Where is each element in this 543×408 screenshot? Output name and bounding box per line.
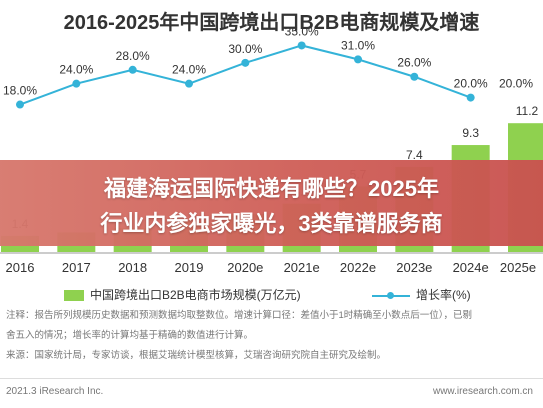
growth-value-label: 28.0% [116, 49, 150, 63]
x-tick-label: 2016 [6, 260, 35, 275]
growth-point [16, 100, 24, 109]
growth-point [410, 72, 419, 81]
growth-value-label: 24.0% [172, 63, 206, 77]
banner-headline-line2: 行业内参独家曝光，3类靠谱服务商 [100, 211, 443, 236]
growth-point [72, 79, 81, 88]
growth-point [241, 58, 250, 67]
line-swatch-icon [372, 290, 410, 301]
note-line-1: 注释：报告所列规模历史数据和预测数据均取整数位。增速计算口径：差值小于1时精确至… [6, 310, 473, 321]
x-tick-label: 2019 [175, 260, 204, 275]
growth-point [128, 65, 137, 74]
x-tick-label: 2025e [500, 260, 536, 275]
growth-value-label: 20.0% [454, 77, 488, 91]
x-tick-label: 2018 [118, 260, 147, 275]
chart-notes: 注释：报告所列规模历史数据和预测数据均取整数位。增速计算口径：差值小于1时精确至… [6, 306, 536, 366]
overlay-banner [0, 160, 543, 246]
legend-line-label: 增长率(%) [416, 288, 471, 302]
growth-value-label: 35.0% [285, 24, 319, 38]
chart-title: 2016-2025年中国跨境出口B2B电商规模及增速 [63, 12, 480, 34]
bar-swatch-icon [64, 290, 84, 302]
footer-copyright: 2021.3 iResearch Inc. [6, 386, 104, 397]
growth-value-label: 30.0% [228, 42, 262, 56]
note-line-3: 来源：国家统计局，专家访谈，根据艾瑞统计模型核算，艾瑞咨询研究院自主研究及绘制。 [6, 350, 387, 361]
x-tick-label: 2020e [227, 260, 263, 275]
note-line-2: 舍五入的情况；增长率的计算均基于精确的数值进行计算。 [6, 330, 254, 341]
bar-value-label: 11.2 [516, 104, 539, 118]
bar-value-label: 7.4 [406, 148, 423, 162]
legend-line-entry: 增长率(%) [372, 286, 471, 303]
x-tick-label: 2022e [340, 260, 376, 275]
growth-point [354, 55, 362, 64]
growth-value-label: 31.0% [341, 38, 375, 52]
legend-bar-entry: 中国跨境出口B2B电商市场规模(万亿元) [64, 286, 301, 303]
x-tick-label: 2024e [453, 260, 489, 275]
footer-url: www.iresearch.com.cn [432, 386, 533, 397]
x-axis: 2016 2017 2018 2019 2020e 2021e 2022e 2023e 2024… [0, 252, 543, 275]
growth-extra-label: 20.0% [499, 77, 533, 91]
growth-line-layer: 18.0% 24.0% 28.0% 24.0% 30.0% 35.0% 31.0% 26.0%… [3, 24, 533, 109]
growth-point [466, 93, 475, 102]
footer-divider [0, 378, 543, 379]
x-tick-label: 2017 [62, 260, 91, 275]
growth-value-label: 24.0% [59, 63, 93, 77]
banner-headline-line1: 福建海运国际快递有哪些？2025年 [104, 176, 439, 201]
growth-point [185, 79, 193, 88]
growth-value-label: 26.0% [397, 56, 431, 70]
growth-point [297, 41, 306, 50]
x-tick-label: 2021e [284, 260, 320, 275]
growth-value-label: 18.0% [3, 84, 37, 98]
x-tick-label: 2023e [396, 260, 432, 275]
legend-bar-label: 中国跨境出口B2B电商市场规模(万亿元) [90, 288, 301, 302]
bar-value-label: 9.3 [462, 126, 479, 140]
